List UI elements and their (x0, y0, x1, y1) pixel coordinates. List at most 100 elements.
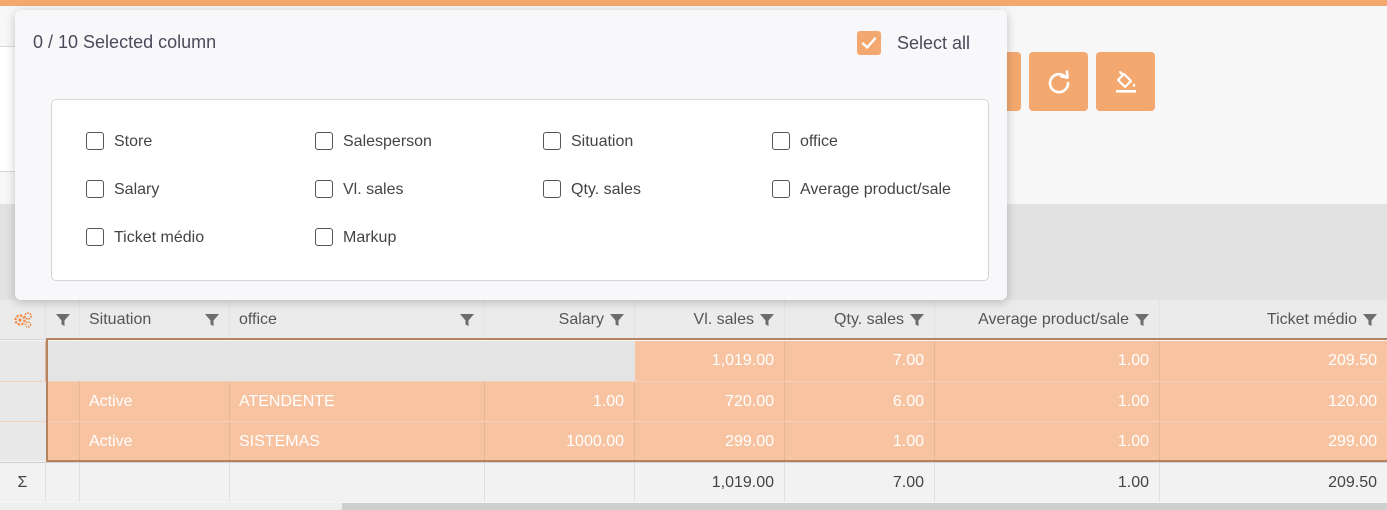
option-label: Vl. sales (343, 181, 404, 198)
checkbox[interactable] (315, 227, 333, 246)
filter-icon[interactable] (910, 313, 924, 327)
column-option-office[interactable]: office (772, 130, 838, 151)
column-option-vl-sales[interactable]: Vl. sales (315, 178, 403, 199)
select-all-label: Select all (897, 32, 971, 53)
checkbox[interactable] (543, 131, 561, 150)
column-option-ticket-medio[interactable]: Ticket médio (86, 226, 204, 247)
summary-row: Σ 1,019.00 7.00 1.00 209.50 (0, 462, 1387, 502)
column-options-card: Store Salesperson Situation office Salar… (51, 99, 989, 281)
summary-spacer (46, 463, 80, 502)
column-option-average-product-sale[interactable]: Average product/sale (772, 178, 951, 199)
filter-icon[interactable] (1363, 313, 1377, 327)
column-label: Ticket médio (1266, 310, 1357, 328)
filter-icon[interactable] (1135, 313, 1149, 327)
select-all-toggle[interactable]: Select all (857, 31, 970, 55)
group-average-product: 1.00 (935, 341, 1160, 381)
cell-qty-sales: 1.00 (785, 422, 935, 461)
filter-icon-button[interactable] (46, 300, 80, 339)
column-label: office (239, 310, 277, 328)
column-header-qty-sales[interactable]: Qty. sales (785, 300, 935, 339)
cell-situation: Active (80, 422, 230, 461)
filter-icon[interactable] (205, 313, 219, 327)
cell-situation: Active (80, 382, 230, 421)
column-option-salary[interactable]: Salary (86, 178, 159, 199)
checkbox[interactable] (86, 227, 104, 246)
summary-ticket: 209.50 (1328, 473, 1377, 491)
row-spacer (46, 382, 80, 421)
column-label: Qty. sales (834, 310, 904, 328)
option-label: Average product/sale (800, 181, 951, 198)
cell-qty-sales: 6.00 (785, 382, 935, 421)
checkbox[interactable] (772, 131, 790, 150)
group-row-label-area (46, 341, 635, 381)
column-header-average-product-sale[interactable]: Average product/sale (935, 300, 1160, 339)
row-spacer (46, 422, 80, 461)
group-qty-sales: 7.00 (785, 341, 935, 381)
cell-salary: 1000.00 (485, 422, 635, 461)
filter-icon[interactable] (760, 313, 774, 327)
top-accent-bar (0, 0, 1387, 6)
background-field (0, 46, 16, 172)
table-row[interactable]: Active ATENDENTE 1.00 720.00 6.00 1.00 1… (0, 381, 1387, 421)
column-option-salesperson[interactable]: Salesperson (315, 130, 432, 151)
option-label: Qty. sales (571, 181, 641, 198)
summary-salary (485, 463, 635, 502)
cell-office: SISTEMAS (230, 422, 485, 461)
row-indicator (0, 341, 46, 381)
checkbox[interactable] (86, 179, 104, 198)
column-option-store[interactable]: Store (86, 130, 152, 151)
checkbox[interactable] (86, 131, 104, 150)
checkbox[interactable] (315, 131, 333, 150)
table-row[interactable]: Active SISTEMAS 1000.00 299.00 1.00 1.00… (0, 421, 1387, 461)
row-indicator (0, 382, 46, 421)
column-option-markup[interactable]: Markup (315, 226, 396, 247)
scrollbar-thumb[interactable] (342, 503, 1387, 510)
row-indicator (0, 422, 46, 461)
data-grid: Situation office Salary Vl. sales Qty. s… (0, 300, 1387, 510)
select-all-checkbox[interactable] (857, 31, 881, 55)
option-label: Salary (114, 181, 160, 198)
sum-symbol: Σ (0, 463, 46, 502)
column-label: Vl. sales (693, 310, 754, 328)
clear-formatting-button[interactable] (1096, 52, 1155, 111)
column-label: Salary (558, 310, 604, 328)
column-chooser-popup: 0 / 10 Selected column Select all Store … (15, 10, 1007, 300)
grid-header: Situation office Salary Vl. sales Qty. s… (0, 300, 1387, 340)
filter-icon[interactable] (610, 313, 624, 327)
column-header-ticket-medio[interactable]: Ticket médio (1160, 300, 1387, 339)
filter-icon[interactable] (460, 313, 474, 327)
group-vl-sales: 1,019.00 (635, 341, 785, 381)
checkbox[interactable] (315, 179, 333, 198)
column-option-situation[interactable]: Situation (543, 130, 633, 151)
option-label: Situation (571, 133, 634, 150)
column-header-office[interactable]: office (230, 300, 485, 339)
refresh-button[interactable] (1029, 52, 1088, 111)
column-option-qty-sales[interactable]: Qty. sales (543, 178, 641, 199)
option-label: office (800, 133, 838, 150)
cell-average-product: 1.00 (935, 382, 1160, 421)
checkbox[interactable] (543, 179, 561, 198)
summary-situation (80, 463, 230, 502)
group-summary-row[interactable]: 1,019.00 7.00 1.00 209.50 (0, 341, 1387, 381)
checkbox[interactable] (772, 179, 790, 198)
cell-vl-sales: 299.00 (635, 422, 785, 461)
cell-salary: 1.00 (485, 382, 635, 421)
column-header-vl-sales[interactable]: Vl. sales (635, 300, 785, 339)
column-header-salary[interactable]: Salary (485, 300, 635, 339)
cell-ticket: 120.00 (1160, 382, 1387, 421)
cell-ticket: 299.00 (1160, 422, 1387, 461)
gears-icon (13, 311, 32, 328)
option-label: Ticket médio (114, 229, 205, 246)
option-label: Store (114, 133, 153, 150)
summary-average-product: 1.00 (935, 463, 1160, 502)
selected-column-count: 0 / 10 Selected column (33, 32, 217, 52)
column-chooser-button[interactable] (0, 300, 46, 339)
checkmark-icon (861, 37, 877, 49)
column-label: Situation (89, 310, 152, 328)
cell-vl-sales: 720.00 (635, 382, 785, 421)
cell-office: ATENDENTE (230, 382, 485, 421)
summary-office (230, 463, 485, 502)
summary-qty-sales: 7.00 (785, 463, 935, 502)
column-header-situation[interactable]: Situation (80, 300, 230, 339)
option-label: Markup (343, 229, 397, 246)
